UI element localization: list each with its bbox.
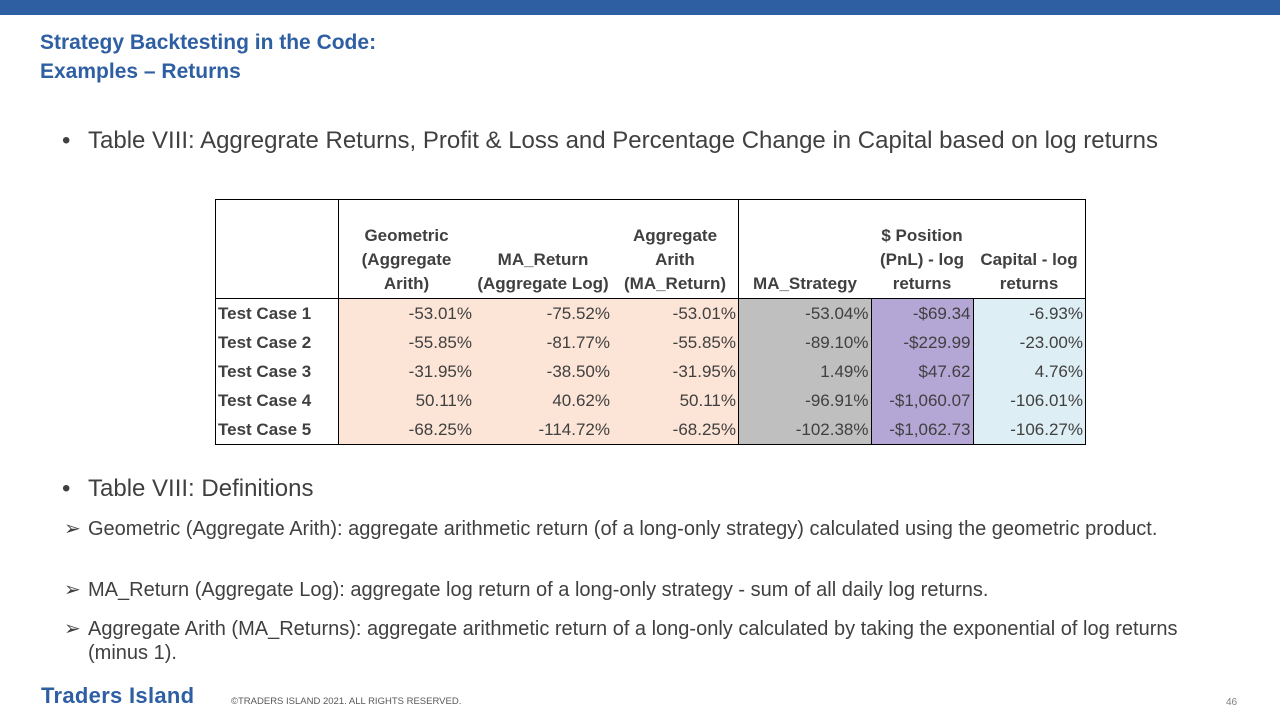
arrow-bullet-icon: ➢ xyxy=(64,579,81,601)
cell-ma-strategy: -102.38% xyxy=(738,415,872,445)
header-ma-return: MA_Return (Aggregate Log) xyxy=(474,199,612,299)
cell-geometric: -55.85% xyxy=(338,328,474,357)
header-ma-strategy: MA_Strategy xyxy=(738,199,871,299)
cell-position: -$1,062.73 xyxy=(871,415,974,445)
cell-geometric: -53.01% xyxy=(338,298,474,328)
header-position: $ Position (PnL) - log returns xyxy=(871,199,973,299)
cell-ma-strategy: -53.04% xyxy=(738,298,872,328)
cell-position: $47.62 xyxy=(871,357,974,386)
cell-capital: -106.27% xyxy=(973,415,1086,445)
header-geometric: Geometric (Aggregate Arith) xyxy=(338,199,474,299)
cell-ma-strategy: 1.49% xyxy=(738,357,872,386)
cell-geometric: 50.11% xyxy=(338,386,474,415)
slide-title: Strategy Backtesting in the Code: Exampl… xyxy=(40,28,940,86)
header-aggregate-arith: Aggregate Arith (MA_Return) xyxy=(612,199,739,299)
cell-position: -$1,060.07 xyxy=(871,386,974,415)
cell-geometric: -31.95% xyxy=(338,357,474,386)
cell-aggregate-arith: -55.85% xyxy=(612,328,739,357)
cell-capital: -6.93% xyxy=(973,298,1086,328)
cell-aggregate-arith: -68.25% xyxy=(612,415,739,445)
cell-ma-strategy: -89.10% xyxy=(738,328,872,357)
row-label: Test Case 4 xyxy=(215,386,339,415)
cell-capital: -23.00% xyxy=(973,328,1086,357)
cell-geometric: -68.25% xyxy=(338,415,474,445)
footer-copyright: ©TRADERS ISLAND 2021. ALL RIGHTS RESERVE… xyxy=(231,696,462,707)
cell-capital: 4.76% xyxy=(973,357,1086,386)
row-label: Test Case 2 xyxy=(215,328,339,357)
bullet-text: Table VIII: Definitions xyxy=(88,475,314,502)
table-row: Test Case 4 50.11% 40.62% 50.11% -96.91%… xyxy=(215,386,1086,415)
bullet-dot-icon: • xyxy=(62,475,71,502)
page-number: 46 xyxy=(1226,697,1238,708)
table-row: Test Case 3 -31.95% -38.50% -31.95% 1.49… xyxy=(215,357,1086,386)
cell-ma-return: -81.77% xyxy=(474,328,612,357)
cell-ma-return: 40.62% xyxy=(474,386,612,415)
row-label: Test Case 3 xyxy=(215,357,339,386)
cell-ma-return: -75.52% xyxy=(474,298,612,328)
footer-brand-logo: Traders Island xyxy=(41,683,195,708)
header-capital: Capital - log returns xyxy=(973,199,1086,299)
cell-aggregate-arith: -31.95% xyxy=(612,357,739,386)
slide-title-line2: Examples – Returns xyxy=(40,60,241,83)
table-header-row: Geometric (Aggregate Arith) MA_Return (A… xyxy=(215,199,1086,299)
arrow-bullet-icon: ➢ xyxy=(64,518,81,540)
row-label: Test Case 1 xyxy=(215,298,339,328)
header-blank xyxy=(215,199,339,299)
cell-ma-return: -114.72% xyxy=(474,415,612,445)
arrow-bullet-icon: ➢ xyxy=(64,618,81,640)
bullet-dot-icon: • xyxy=(62,127,71,154)
table-row: Test Case 2 -55.85% -81.77% -55.85% -89.… xyxy=(215,328,1086,357)
bullet-text: Table VIII: Aggregrate Returns, Profit &… xyxy=(88,127,1158,154)
returns-table: Geometric (Aggregate Arith) MA_Return (A… xyxy=(215,199,1086,445)
cell-position: -$229.99 xyxy=(871,328,974,357)
definition-text: Aggregate Arith (MA_Returns): aggregate … xyxy=(88,618,1178,664)
table-row: Test Case 1 -53.01% -75.52% -53.01% -53.… xyxy=(215,298,1086,328)
row-label: Test Case 5 xyxy=(215,415,339,445)
cell-ma-strategy: -96.91% xyxy=(738,386,872,415)
definition-text: Geometric (Aggregate Arith): aggregate a… xyxy=(88,518,1158,540)
table-row: Test Case 5 -68.25% -114.72% -68.25% -10… xyxy=(215,415,1086,445)
slide-title-line1: Strategy Backtesting in the Code: xyxy=(40,31,377,54)
cell-capital: -106.01% xyxy=(973,386,1086,415)
cell-ma-return: -38.50% xyxy=(474,357,612,386)
cell-position: -$69.34 xyxy=(871,298,974,328)
definition-text: MA_Return (Aggregate Log): aggregate log… xyxy=(88,579,989,601)
cell-aggregate-arith: -53.01% xyxy=(612,298,739,328)
top-accent-bar xyxy=(0,0,1280,15)
cell-aggregate-arith: 50.11% xyxy=(612,386,739,415)
